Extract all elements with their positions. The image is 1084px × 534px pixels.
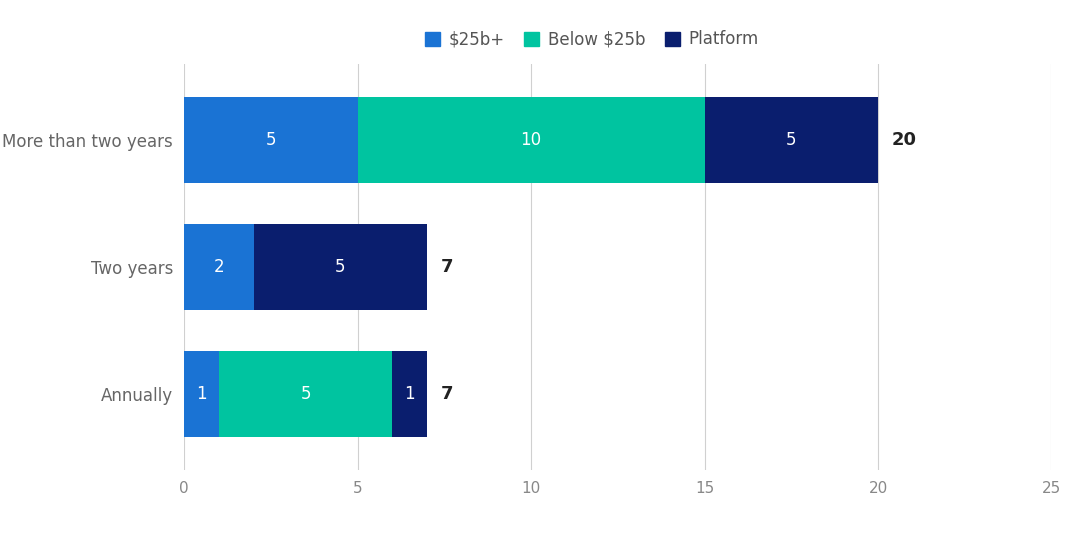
Bar [392,351,427,437]
Text: 7: 7 [441,258,453,276]
Text: 5: 5 [786,131,797,149]
Bar [705,97,878,183]
Bar [358,97,705,183]
Bar [254,224,427,310]
Bar [184,351,219,437]
Bar [219,351,392,437]
Text: 1: 1 [196,385,207,403]
Text: 5: 5 [300,385,311,403]
Bar [184,97,358,183]
Text: 20: 20 [892,131,917,149]
Text: 5: 5 [335,258,346,276]
Bar [184,224,254,310]
Text: 5: 5 [266,131,276,149]
Legend: $25b+, Below $25b, Platform: $25b+, Below $25b, Platform [418,23,765,55]
Text: 10: 10 [520,131,542,149]
Text: 7: 7 [441,385,453,403]
Text: 1: 1 [404,385,415,403]
Text: 2: 2 [214,258,224,276]
